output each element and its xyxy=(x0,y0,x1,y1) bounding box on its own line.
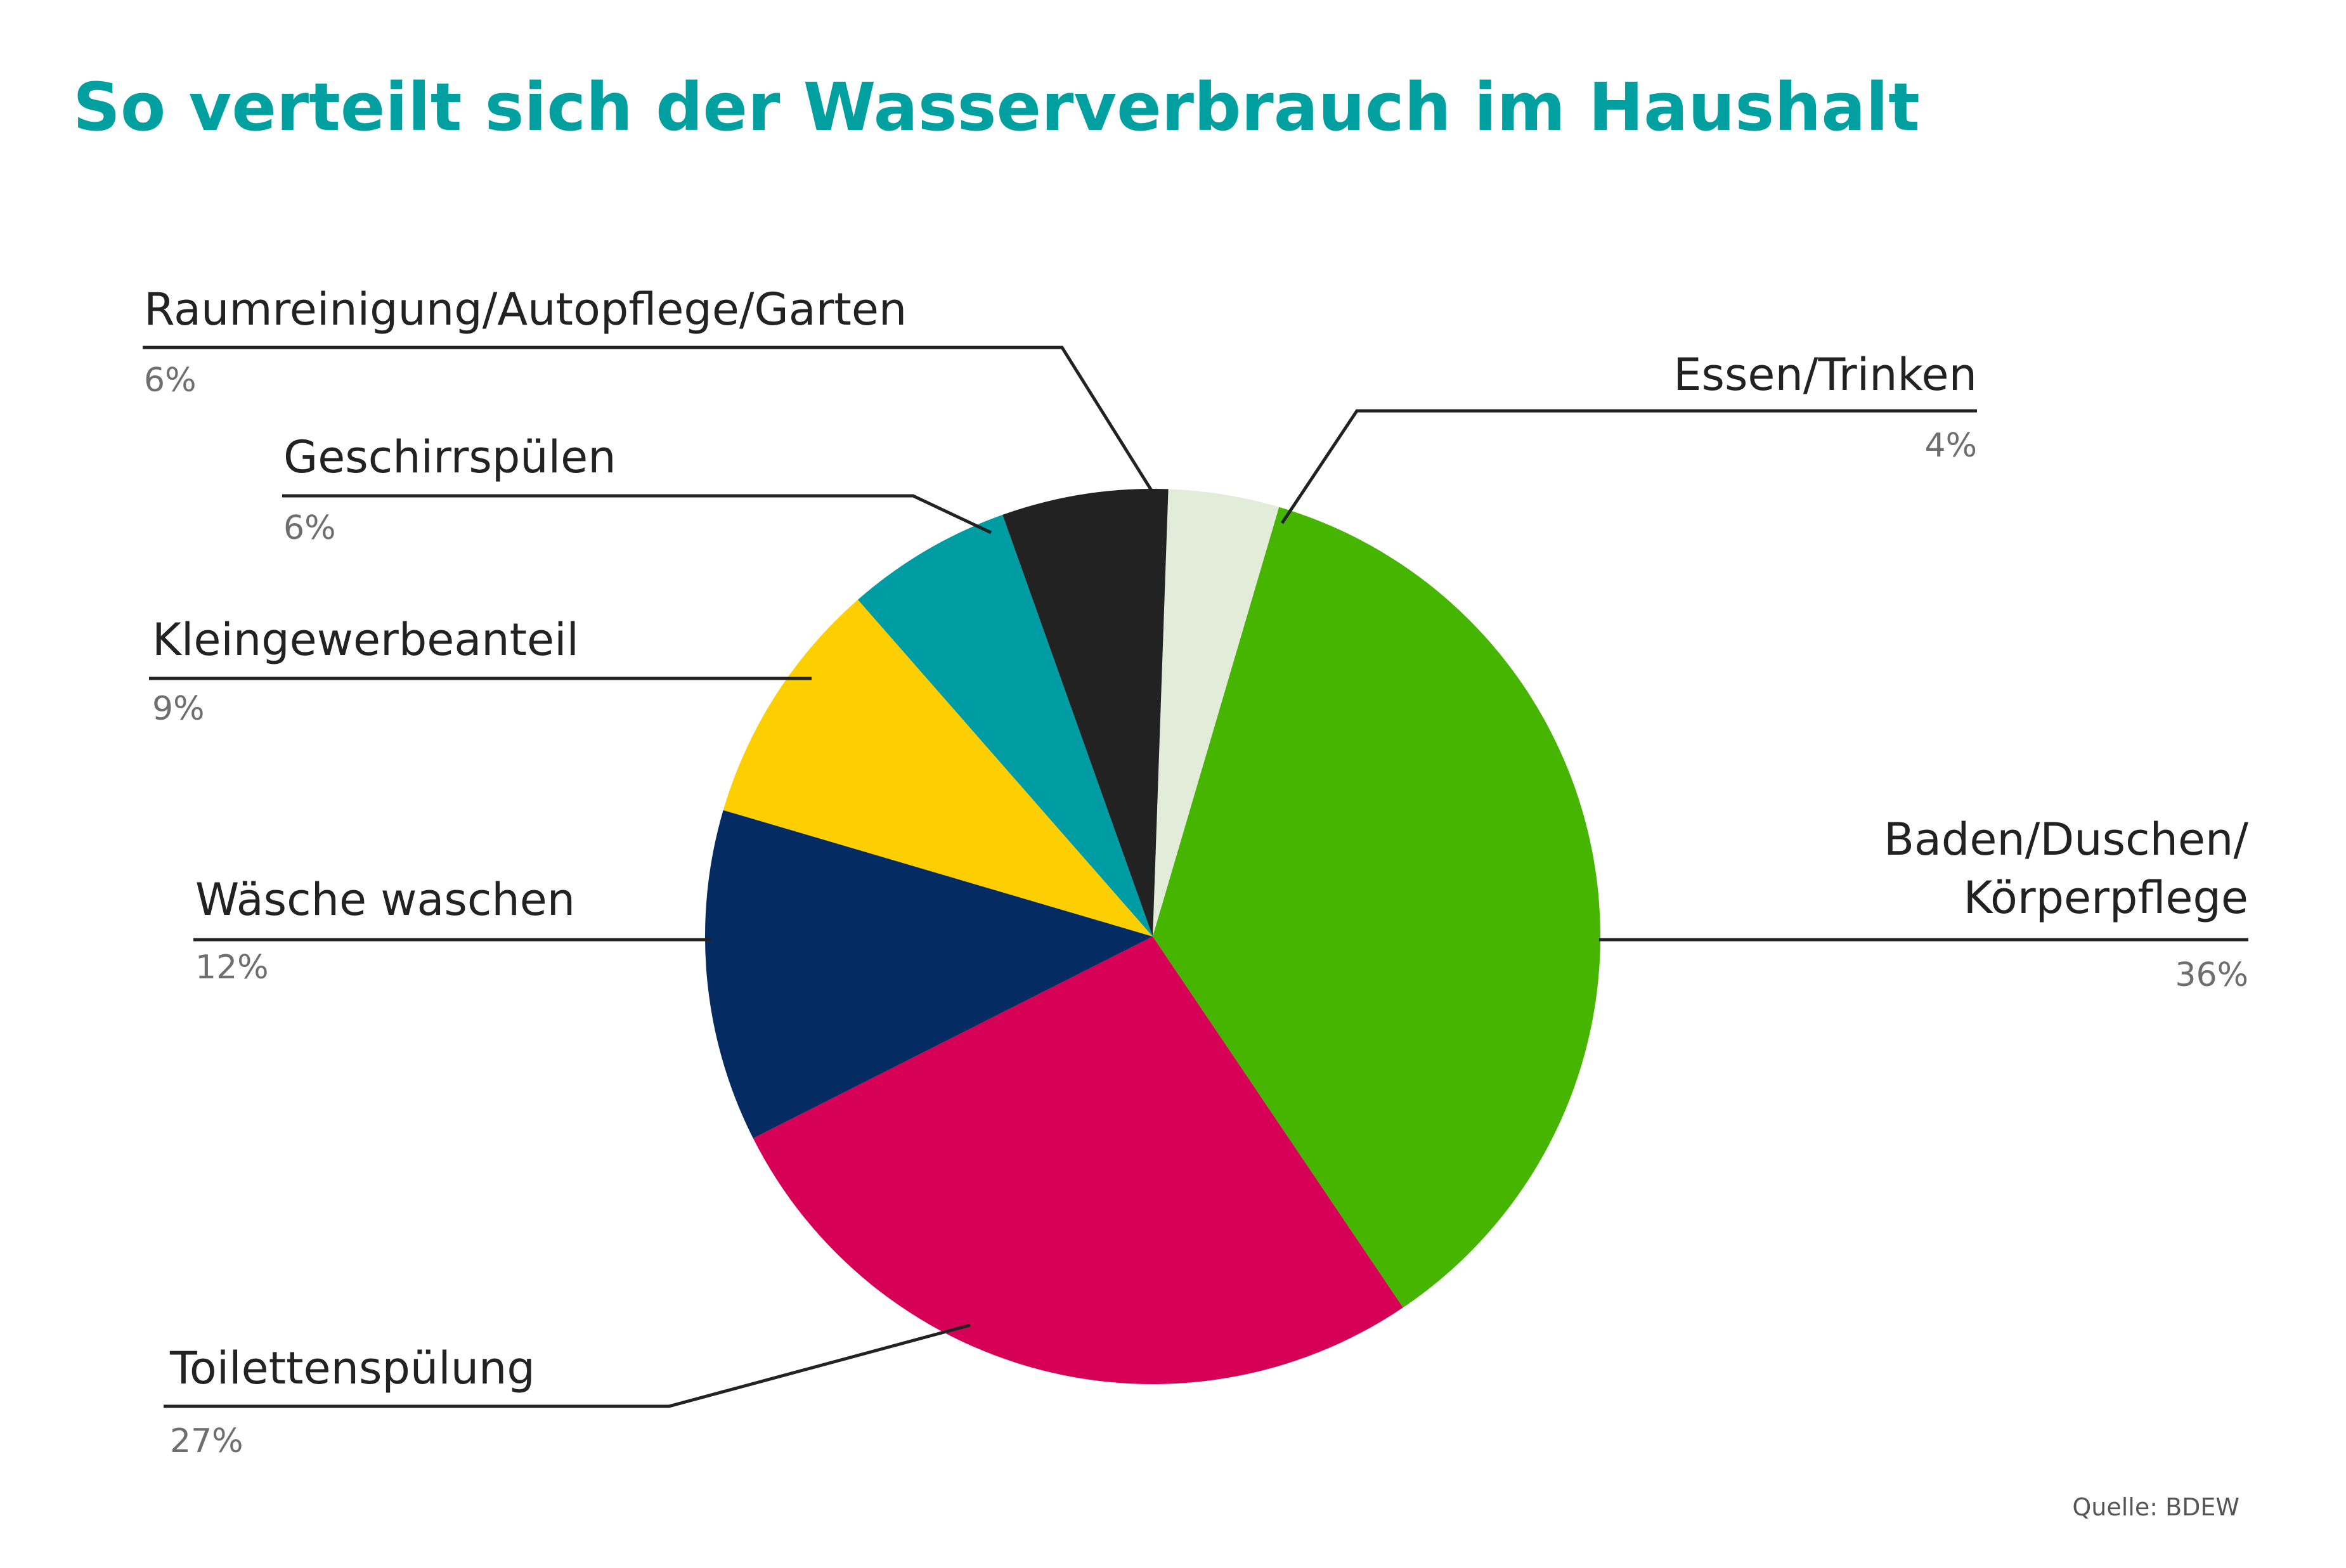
slice-kleingewerbeanteil xyxy=(723,599,1153,936)
slice-label-baden-duschen-koerperpflege-line1: Baden/Duschen/ xyxy=(1884,813,2248,865)
slice-value-baden-duschen-koerperpflege: 36% xyxy=(2175,956,2248,994)
slice-raumreinigung-autopflege-garten xyxy=(1002,488,1169,936)
leader-line-raumreinigung-autopflege-garten xyxy=(143,346,1154,493)
leader-line-geschirrspuelen xyxy=(282,494,992,535)
slice-label-waesche-waschen: Wäsche waschen xyxy=(195,874,575,926)
slice-value-kleingewerbeanteil: 9% xyxy=(152,690,205,728)
leader-lines xyxy=(143,346,2248,1408)
slice-label-raumreinigung-autopflege-garten: Raumreinigung/Autopflege/Garten xyxy=(144,283,907,335)
leader-line-toilettenspuelung xyxy=(164,1323,971,1408)
slice-value-essen-trinken: 4% xyxy=(1925,427,1978,465)
slice-label-geschirrspuelen: Geschirrspülen xyxy=(283,431,616,483)
chart-title: So verteilt sich der Wasserverbrauch im … xyxy=(73,68,1920,146)
slice-label-essen-trinken: Essen/Trinken xyxy=(1673,349,1977,401)
slice-baden-duschen-koerperpflege xyxy=(1153,507,1601,1308)
slice-label-kleingewerbeanteil: Kleingewerbeanteil xyxy=(152,614,579,666)
slice-value-toilettenspuelung: 27% xyxy=(170,1422,243,1460)
slice-value-raumreinigung-autopflege-garten: 6% xyxy=(144,361,197,399)
slice-labels: Essen/Trinken 4% Baden/Duschen/Körperpfleg… xyxy=(144,283,2248,1460)
slice-value-geschirrspuelen: 6% xyxy=(283,509,336,547)
slice-essen-trinken xyxy=(1153,489,1280,936)
source-note: Quelle: BDEW xyxy=(2072,1493,2239,1521)
slice-value-waesche-waschen: 12% xyxy=(195,949,269,987)
pie-slices xyxy=(704,488,1601,1385)
slice-label-baden-duschen-koerperpflege-line2: Körperpflege xyxy=(1964,872,2248,924)
slice-geschirrspuelen xyxy=(858,514,1153,936)
slice-label-toilettenspuelung: Toilettenspülung xyxy=(169,1342,535,1394)
slice-waesche-waschen xyxy=(704,810,1153,1139)
slice-toilettenspuelung xyxy=(753,936,1403,1385)
leader-line-essen-trinken xyxy=(1280,409,1977,524)
